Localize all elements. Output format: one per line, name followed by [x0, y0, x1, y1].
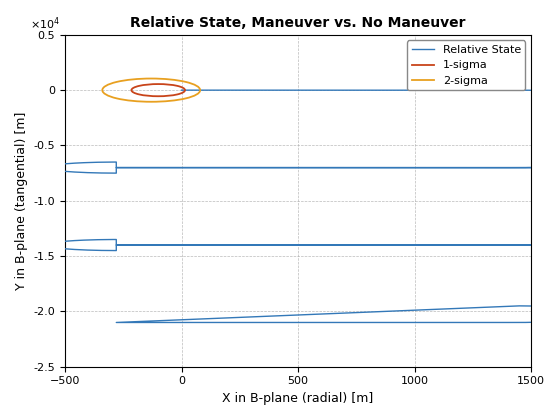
X-axis label: X in B-plane (radial) [m]: X in B-plane (radial) [m] [222, 392, 374, 405]
Relative State [501, 165, 507, 170]
Relative State [178, 88, 185, 93]
Y-axis label: Y in B-plane (tangential) [m]: Y in B-plane (tangential) [m] [15, 112, 28, 290]
Legend: Relative State, 1-sigma, 2-sigma: Relative State, 1-sigma, 2-sigma [407, 40, 525, 90]
Relative State [435, 165, 441, 170]
Line: Relative State: Relative State [46, 90, 560, 383]
Title: Relative State, Maneuver vs. No Maneuver: Relative State, Maneuver vs. No Maneuver [130, 16, 466, 29]
Text: $\times10^4$: $\times10^4$ [30, 15, 60, 32]
Relative State [319, 242, 325, 247]
Relative State [516, 381, 522, 386]
Relative State [559, 244, 560, 249]
